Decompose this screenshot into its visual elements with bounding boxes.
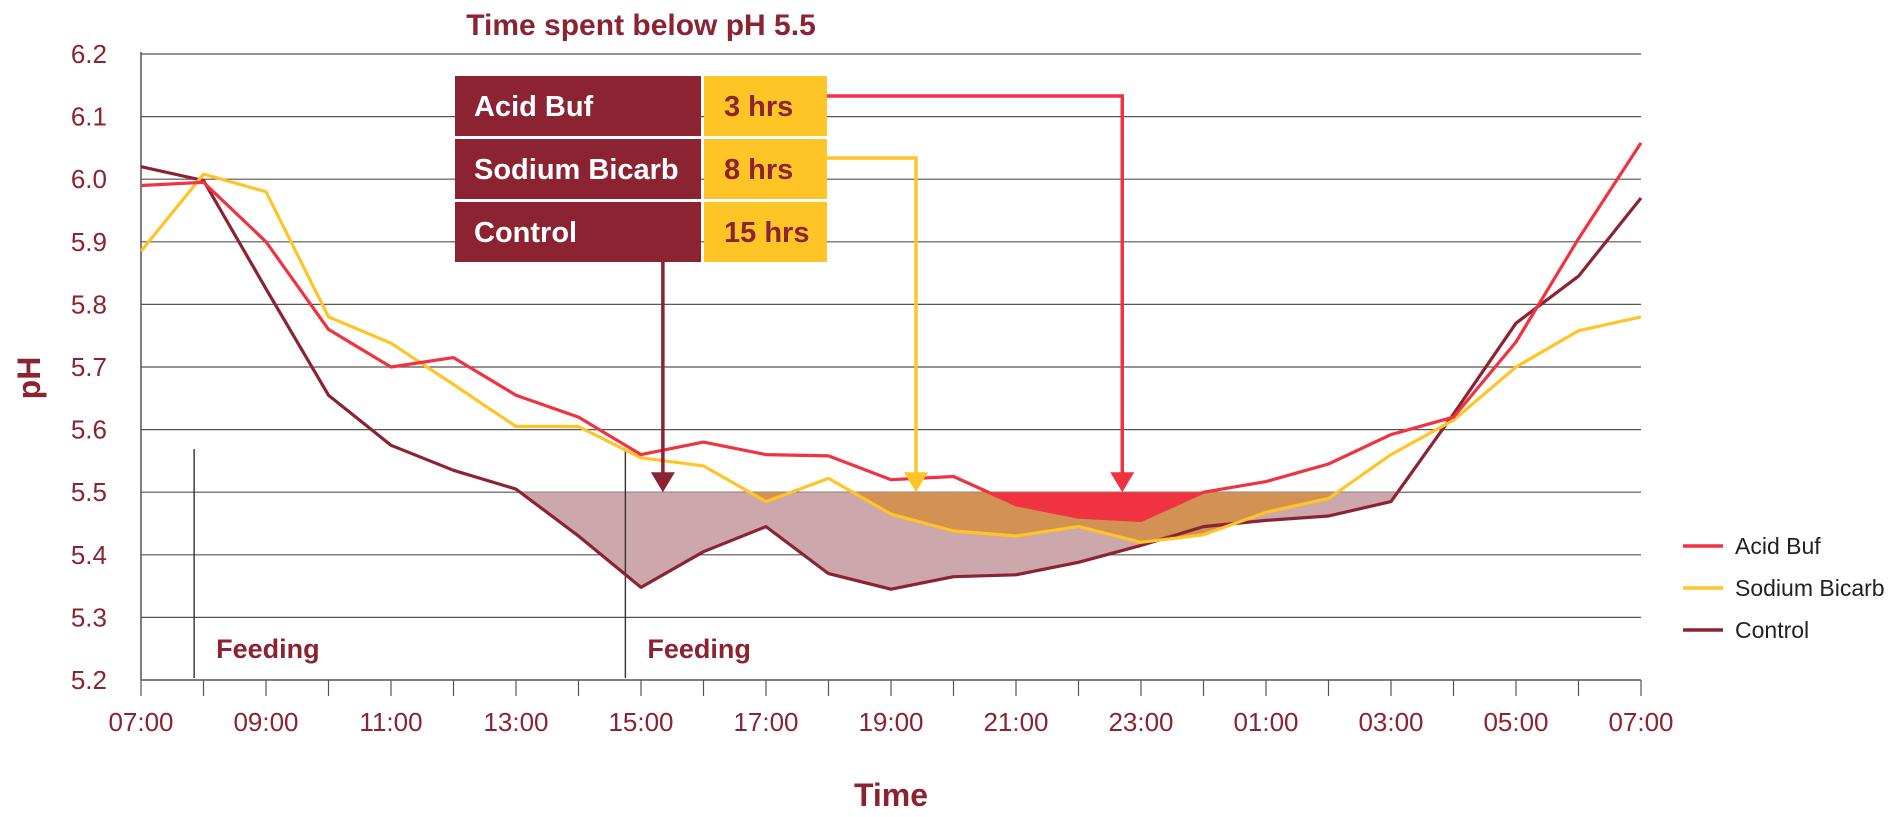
arrow-head-control: [650, 472, 675, 493]
legend-label: Acid Buf: [1735, 533, 1821, 559]
axes: 5.2 5.3 5.4 5.5 5.6 5.7 5.8 5.9 6.0 6.1 6.2 07:00 09…: [71, 39, 1674, 737]
table-name-cell: [455, 202, 701, 262]
x-tick-label: 01:00: [1233, 707, 1298, 737]
arrow-acid-buf: [827, 94, 1124, 475]
x-axis-title: Time: [854, 777, 928, 813]
table-name-label: Control: [474, 217, 577, 249]
x-tick-label: 03:00: [1358, 707, 1423, 737]
y-tick-label: 5.3: [71, 602, 107, 632]
table-name-cell: [455, 76, 701, 136]
series-line-sodium-bicarb: [139, 172, 1642, 544]
x-tick-label: 19:00: [858, 707, 923, 737]
table-value-label: 15 hrs: [724, 217, 809, 249]
series-lines: [139, 142, 1643, 591]
y-tick-label: 5.9: [71, 227, 107, 257]
y-tick-label: 5.7: [71, 352, 107, 382]
annotation-arrows: [650, 94, 1135, 493]
table-value-cell: [704, 76, 827, 136]
legend-label: Control: [1735, 617, 1809, 643]
series-line-acid-buf: [140, 142, 1643, 523]
y-axis-title: pH: [11, 357, 47, 400]
legend: Acid Buf Sodium Bicarb Control: [1683, 533, 1885, 643]
grid-lines: [141, 53, 1641, 619]
feeding-label: Feeding: [216, 634, 320, 664]
shade-acid-buf: [988, 492, 1204, 521]
below-threshold-shading: [520, 492, 1398, 590]
x-tick-label: 07:00: [108, 707, 173, 737]
table-value-cell: [704, 202, 827, 262]
arrow-head-acid-buf: [1110, 472, 1135, 493]
table-value-label: 8 hrs: [724, 154, 793, 186]
y-tick-label: 5.6: [71, 415, 107, 445]
x-tick-label: 05:00: [1483, 707, 1548, 737]
x-tick-label: 17:00: [733, 707, 798, 737]
y-tick-label: 5.4: [71, 540, 107, 570]
arrow-head-sodium-bicarb: [904, 472, 928, 493]
y-tick-label: 6.2: [71, 39, 107, 69]
y-tick-label: 5.8: [71, 289, 107, 319]
table-value-cell: [704, 139, 827, 199]
table-name-label: Sodium Bicarb: [474, 154, 679, 186]
y-tick-label: 5.2: [71, 665, 107, 695]
table-name-cell: [455, 139, 701, 199]
time-below-table: Acid Buf 3 hrs Sodium Bicarb 8 hrs Control 15…: [455, 76, 827, 262]
legend-label: Sodium Bicarb: [1735, 575, 1885, 601]
feeding-label: Feeding: [647, 634, 751, 664]
x-tick-label: 15:00: [608, 707, 673, 737]
y-tick-label: 6.1: [71, 102, 107, 132]
x-tick-label: 09:00: [233, 707, 298, 737]
y-tick-label: 5.5: [71, 477, 107, 507]
x-tick-label: 13:00: [483, 707, 548, 737]
x-tick-label: 23:00: [1108, 707, 1173, 737]
x-tick-label: 07:00: [1608, 707, 1673, 737]
x-tick-label: 11:00: [359, 707, 422, 737]
series-line-control: [140, 165, 1643, 591]
chart-title: Time spent below pH 5.5: [466, 9, 816, 42]
x-tick-label: 21:00: [983, 707, 1048, 737]
feeding-markers: Feeding Feeding: [193, 449, 751, 678]
y-tick-label: 6.0: [71, 164, 107, 194]
table-value-label: 3 hrs: [724, 91, 793, 123]
arrow-sodium-bicarb: [827, 156, 918, 475]
table-name-label: Acid Buf: [474, 91, 594, 123]
